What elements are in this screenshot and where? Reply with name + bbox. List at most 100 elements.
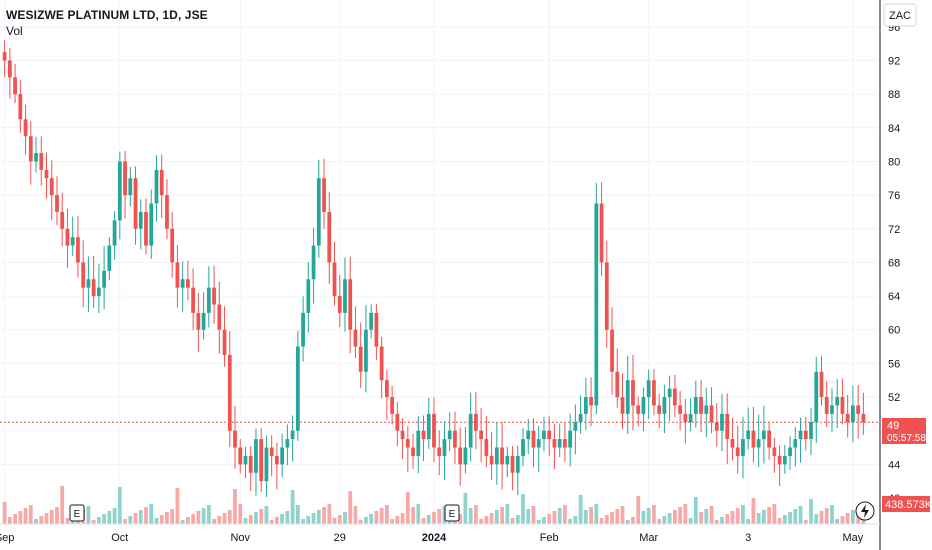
candle bbox=[809, 422, 813, 440]
volume-bar bbox=[180, 520, 185, 524]
candle bbox=[34, 153, 38, 162]
volume-bar bbox=[238, 504, 243, 524]
candle bbox=[390, 397, 394, 414]
price-tick-label: 64 bbox=[888, 291, 900, 303]
candle bbox=[720, 413, 724, 431]
candle bbox=[295, 346, 300, 431]
candle bbox=[337, 296, 342, 313]
candle bbox=[7, 60, 12, 78]
time-tick-label: Sep bbox=[0, 532, 14, 544]
candle bbox=[91, 279, 96, 297]
volume-bar bbox=[117, 487, 122, 524]
candle bbox=[175, 262, 180, 288]
candle bbox=[65, 228, 70, 246]
candle bbox=[631, 380, 635, 406]
volume-bar bbox=[395, 516, 400, 524]
volume-bar bbox=[34, 519, 38, 524]
volume-bar bbox=[159, 515, 164, 524]
volume-bar bbox=[275, 517, 279, 524]
volume-bar bbox=[536, 520, 541, 524]
volume-bar bbox=[280, 514, 285, 524]
candle bbox=[620, 397, 625, 414]
candle bbox=[76, 237, 80, 263]
volume-bar bbox=[400, 513, 405, 524]
price-tick-label: 84 bbox=[888, 123, 900, 135]
candle bbox=[463, 447, 468, 465]
candle bbox=[526, 430, 531, 440]
candle bbox=[782, 455, 787, 465]
candle bbox=[788, 447, 792, 456]
volume-bar bbox=[222, 513, 227, 524]
candle bbox=[746, 430, 751, 440]
candle bbox=[353, 329, 358, 347]
candle bbox=[81, 262, 86, 288]
candle bbox=[123, 161, 127, 196]
volume-bar bbox=[714, 520, 719, 524]
volume-bar bbox=[243, 518, 248, 524]
candle bbox=[60, 211, 65, 229]
volume-bar bbox=[55, 507, 59, 524]
volume-bar bbox=[693, 497, 698, 524]
earnings-marker-2[interactable]: E bbox=[444, 504, 460, 522]
volume-bar bbox=[301, 519, 305, 524]
candle bbox=[568, 430, 573, 448]
candle bbox=[510, 455, 515, 473]
volume-indicator-label[interactable]: Vol bbox=[6, 24, 23, 38]
volume-bar bbox=[788, 512, 792, 524]
candle bbox=[803, 430, 808, 440]
volume-bar bbox=[264, 506, 269, 524]
volume-bar bbox=[720, 517, 724, 524]
volume-bar bbox=[463, 493, 468, 524]
price-tick-label: 52 bbox=[888, 392, 900, 404]
candle bbox=[212, 287, 216, 305]
earnings-marker-1[interactable]: E bbox=[69, 504, 85, 522]
volume-bar bbox=[568, 519, 573, 524]
volume-bar bbox=[824, 508, 829, 524]
volume-bar bbox=[316, 510, 321, 524]
lightning-icon[interactable] bbox=[855, 501, 875, 521]
candle bbox=[704, 405, 709, 414]
candle bbox=[280, 447, 285, 465]
volume-bar bbox=[699, 512, 703, 524]
candle bbox=[646, 380, 651, 398]
price-tick-label: 56 bbox=[888, 358, 900, 370]
volume-bar bbox=[547, 514, 552, 524]
price-tick-label: 92 bbox=[888, 55, 900, 67]
volume-bar bbox=[762, 510, 766, 524]
currency-label[interactable]: ZAC bbox=[883, 3, 917, 27]
time-axis[interactable]: SepOctNov292024FebMar3MayJun2AugSepOct bbox=[0, 532, 932, 544]
candle bbox=[421, 430, 426, 440]
price-axis[interactable]: 9692888480767268646056524844 bbox=[888, 22, 900, 472]
candle bbox=[248, 455, 253, 473]
volume-bar bbox=[421, 518, 426, 524]
candle bbox=[798, 430, 803, 440]
candle bbox=[678, 405, 682, 414]
volume-bar bbox=[735, 508, 740, 524]
candle bbox=[13, 77, 17, 95]
candle bbox=[306, 279, 311, 313]
candle bbox=[458, 447, 463, 465]
volume-bar bbox=[144, 507, 148, 524]
volume-bar bbox=[353, 506, 358, 524]
candle bbox=[128, 178, 133, 196]
volume-bar bbox=[107, 511, 112, 524]
candle bbox=[793, 439, 798, 448]
volume-bar bbox=[725, 514, 730, 524]
volume-bar bbox=[746, 519, 751, 524]
volume-bar bbox=[295, 505, 300, 524]
candle bbox=[552, 439, 557, 448]
volume-bar bbox=[772, 504, 777, 524]
volume-bar bbox=[206, 505, 211, 524]
candle bbox=[725, 413, 730, 440]
candle bbox=[861, 413, 866, 423]
volume-bar bbox=[809, 499, 813, 524]
candle bbox=[714, 422, 719, 431]
volume-bar bbox=[510, 518, 515, 524]
candle bbox=[835, 397, 840, 406]
candle bbox=[18, 94, 23, 120]
candle bbox=[285, 439, 290, 448]
candle bbox=[489, 455, 494, 465]
volume-bar bbox=[348, 491, 353, 524]
volume-bar bbox=[2, 502, 7, 524]
